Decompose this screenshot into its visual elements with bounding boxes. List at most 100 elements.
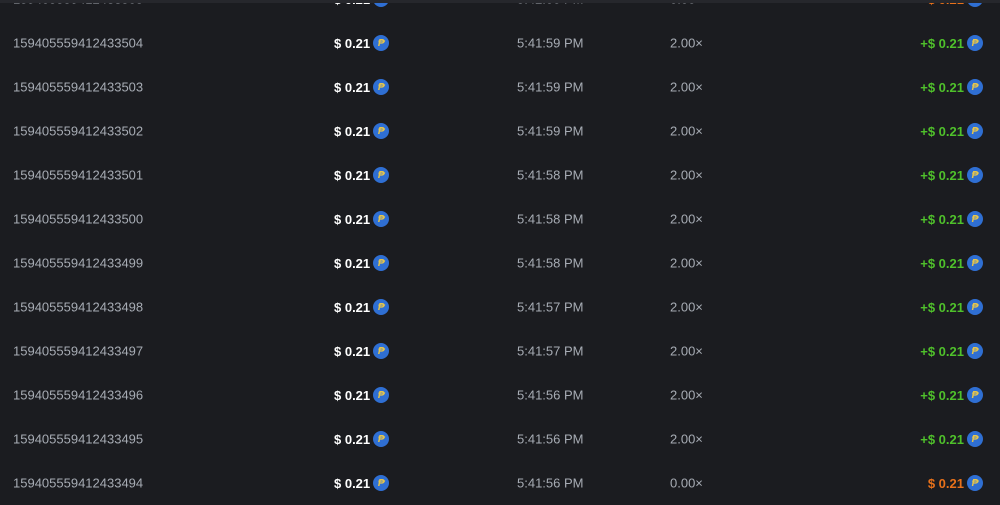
multiplier: 0.00×: [670, 0, 703, 7]
payout: +$ 0.21 ₱: [920, 387, 983, 403]
payout: +$ 0.21 ₱: [920, 79, 983, 95]
multiplier: 2.00×: [670, 211, 703, 227]
payout: +$ 0.21 ₱: [920, 211, 983, 227]
table-row[interactable]: 159405559412433503 $ 0.21 ₱ 5:41:59 PM 2.00×…: [0, 65, 1000, 109]
peso-coin-icon: ₱: [967, 343, 983, 359]
payout-value: +$ 0.21: [920, 255, 964, 271]
multiplier: 2.00×: [670, 387, 703, 403]
bet-id: 159405559412433497: [13, 343, 144, 359]
bet-amount: $ 0.21₱: [334, 123, 390, 139]
multiplier: 2.00×: [670, 343, 703, 359]
bet-amount: $ 0.21₱: [334, 299, 390, 315]
bet-amount-value: $ 0.21: [334, 255, 371, 271]
table-row[interactable]: 159405559412433496 $ 0.21 ₱ 5:41:56 PM 2.00×…: [0, 373, 1000, 417]
bet-amount: $ 0.21₱: [334, 167, 390, 183]
peso-coin-icon: ₱: [373, 475, 390, 491]
payout-value: +$ 0.21: [920, 167, 964, 183]
peso-coin-icon: ₱: [967, 79, 983, 95]
table-row[interactable]: 159405559412433500 $ 0.21 ₱ 5:41:58 PM 2.00×…: [0, 197, 1000, 241]
bet-amount: $ 0.21₱: [334, 343, 390, 359]
payout: +$ 0.21 ₱: [920, 35, 983, 51]
peso-coin-icon: ₱: [373, 35, 390, 51]
table-row[interactable]: 159405559412433502 $ 0.21 ₱ 5:41:59 PM 2.00×…: [0, 109, 1000, 153]
peso-coin-icon: ₱: [967, 387, 983, 403]
peso-coin-icon: ₱: [373, 343, 390, 359]
bet-id: 159405559412433502: [13, 123, 144, 139]
bet-amount: $ 0.21₱: [334, 79, 390, 95]
payout-value: $ 0.21: [927, 475, 964, 491]
bet-amount: $ 0.21₱: [334, 431, 390, 447]
bet-id: 159405559412433504: [13, 35, 144, 51]
bet-amount-value: $ 0.21: [334, 431, 371, 447]
peso-coin-icon: ₱: [967, 431, 983, 447]
payout-value: +$ 0.21: [920, 431, 964, 447]
payout: +$ 0.21 ₱: [920, 255, 983, 271]
bet-id: 159405559412433503: [13, 79, 144, 95]
multiplier: 2.00×: [670, 35, 703, 51]
bet-amount: $ 0.21₱: [334, 475, 390, 491]
top-bar: [0, 0, 1000, 3]
bet-amount-value: $ 0.21: [334, 0, 370, 7]
bet-amount-value: $ 0.21: [334, 475, 371, 491]
peso-coin-icon: ₱: [967, 211, 983, 227]
bet-time: 5:41:59 PM: [517, 79, 584, 95]
payout-value: +$ 0.21: [920, 211, 964, 227]
bet-amount: $ 0.21₱: [334, 255, 390, 271]
bet-time: 5:42:00 PM: [517, 0, 584, 7]
payout-value: +$ 0.21: [920, 343, 964, 359]
peso-coin-icon: ₱: [373, 167, 390, 183]
payout-value: +$ 0.21: [920, 387, 964, 403]
table-row[interactable]: 159405559412433505$ 0.21₱5:42:00 PM0.00×…: [0, 0, 1000, 21]
peso-coin-icon: ₱: [373, 123, 390, 139]
bet-time: 5:41:56 PM: [517, 475, 584, 491]
bet-time: 5:41:58 PM: [517, 255, 584, 271]
peso-coin-icon: ₱: [373, 211, 390, 227]
payout-value: +$ 0.21: [920, 79, 964, 95]
multiplier: 2.00×: [670, 299, 703, 315]
table-row[interactable]: 159405559412433495 $ 0.21 ₱ 5:41:56 PM 2.00×…: [0, 417, 1000, 461]
bet-id: 159405559412433498: [13, 299, 144, 315]
peso-coin-icon: ₱: [967, 299, 983, 315]
bet-amount-value: $ 0.21: [334, 167, 371, 183]
bet-amount-value: $ 0.21: [334, 79, 371, 95]
bet-time: 5:41:56 PM: [517, 387, 584, 403]
peso-coin-icon: ₱: [373, 431, 390, 447]
bet-amount-value: $ 0.21: [334, 387, 371, 403]
payout-value: $ 0.21: [928, 0, 964, 7]
bet-amount-value: $ 0.21: [334, 123, 371, 139]
bet-time: 5:41:57 PM: [517, 299, 584, 315]
bet-amount-value: $ 0.21: [334, 35, 371, 51]
bet-time: 5:41:58 PM: [517, 211, 584, 227]
multiplier: 2.00×: [670, 255, 703, 271]
bet-time: 5:41:58 PM: [517, 167, 584, 183]
peso-coin-icon: ₱: [373, 299, 390, 315]
table-row[interactable]: 159405559412433497 $ 0.21 ₱ 5:41:57 PM 2.00×…: [0, 329, 1000, 373]
peso-coin-icon: ₱: [967, 123, 983, 139]
peso-coin-icon: ₱: [373, 255, 390, 271]
payout-value: +$ 0.21: [920, 299, 964, 315]
bet-id: 159405559412433494: [13, 475, 144, 491]
peso-coin-icon: ₱: [373, 387, 390, 403]
table-row[interactable]: 159405559412433501 $ 0.21 ₱ 5:41:58 PM 2.00×…: [0, 153, 1000, 197]
bet-id: 159405559412433505: [13, 0, 143, 7]
bet-id: 159405559412433496: [13, 387, 144, 403]
bet-id: 159405559412433495: [13, 431, 144, 447]
bet-amount-value: $ 0.21: [334, 211, 371, 227]
peso-coin-icon: ₱: [373, 79, 390, 95]
bet-time: 5:41:57 PM: [517, 343, 584, 359]
multiplier: 2.00×: [670, 431, 703, 447]
table-row[interactable]: 159405559412433494 $ 0.21 ₱ 5:41:56 PM 0.00×…: [0, 461, 1000, 505]
table-row[interactable]: 159405559412433504 $ 0.21 ₱ 5:41:59 PM 2.00×…: [0, 21, 1000, 65]
multiplier: 0.00×: [670, 475, 703, 491]
payout: $ 0.21₱: [928, 475, 983, 491]
table-row[interactable]: 159405559412433498 $ 0.21 ₱ 5:41:57 PM 2.00×…: [0, 285, 1000, 329]
table-row[interactable]: 159405559412433499 $ 0.21 ₱ 5:41:58 PM 2.00×…: [0, 241, 1000, 285]
bet-amount: $ 0.21₱: [334, 211, 390, 227]
payout: +$ 0.21 ₱: [920, 431, 983, 447]
multiplier: 2.00×: [670, 123, 703, 139]
bet-id: 159405559412433501: [13, 167, 144, 183]
peso-coin-icon: ₱: [967, 475, 983, 491]
bet-amount: $ 0.21₱: [334, 35, 390, 51]
peso-coin-icon: ₱: [967, 255, 983, 271]
